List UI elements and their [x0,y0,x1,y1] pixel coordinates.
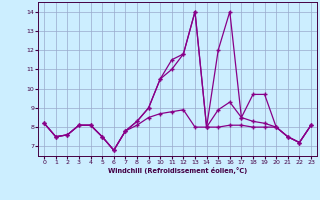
X-axis label: Windchill (Refroidissement éolien,°C): Windchill (Refroidissement éolien,°C) [108,167,247,174]
